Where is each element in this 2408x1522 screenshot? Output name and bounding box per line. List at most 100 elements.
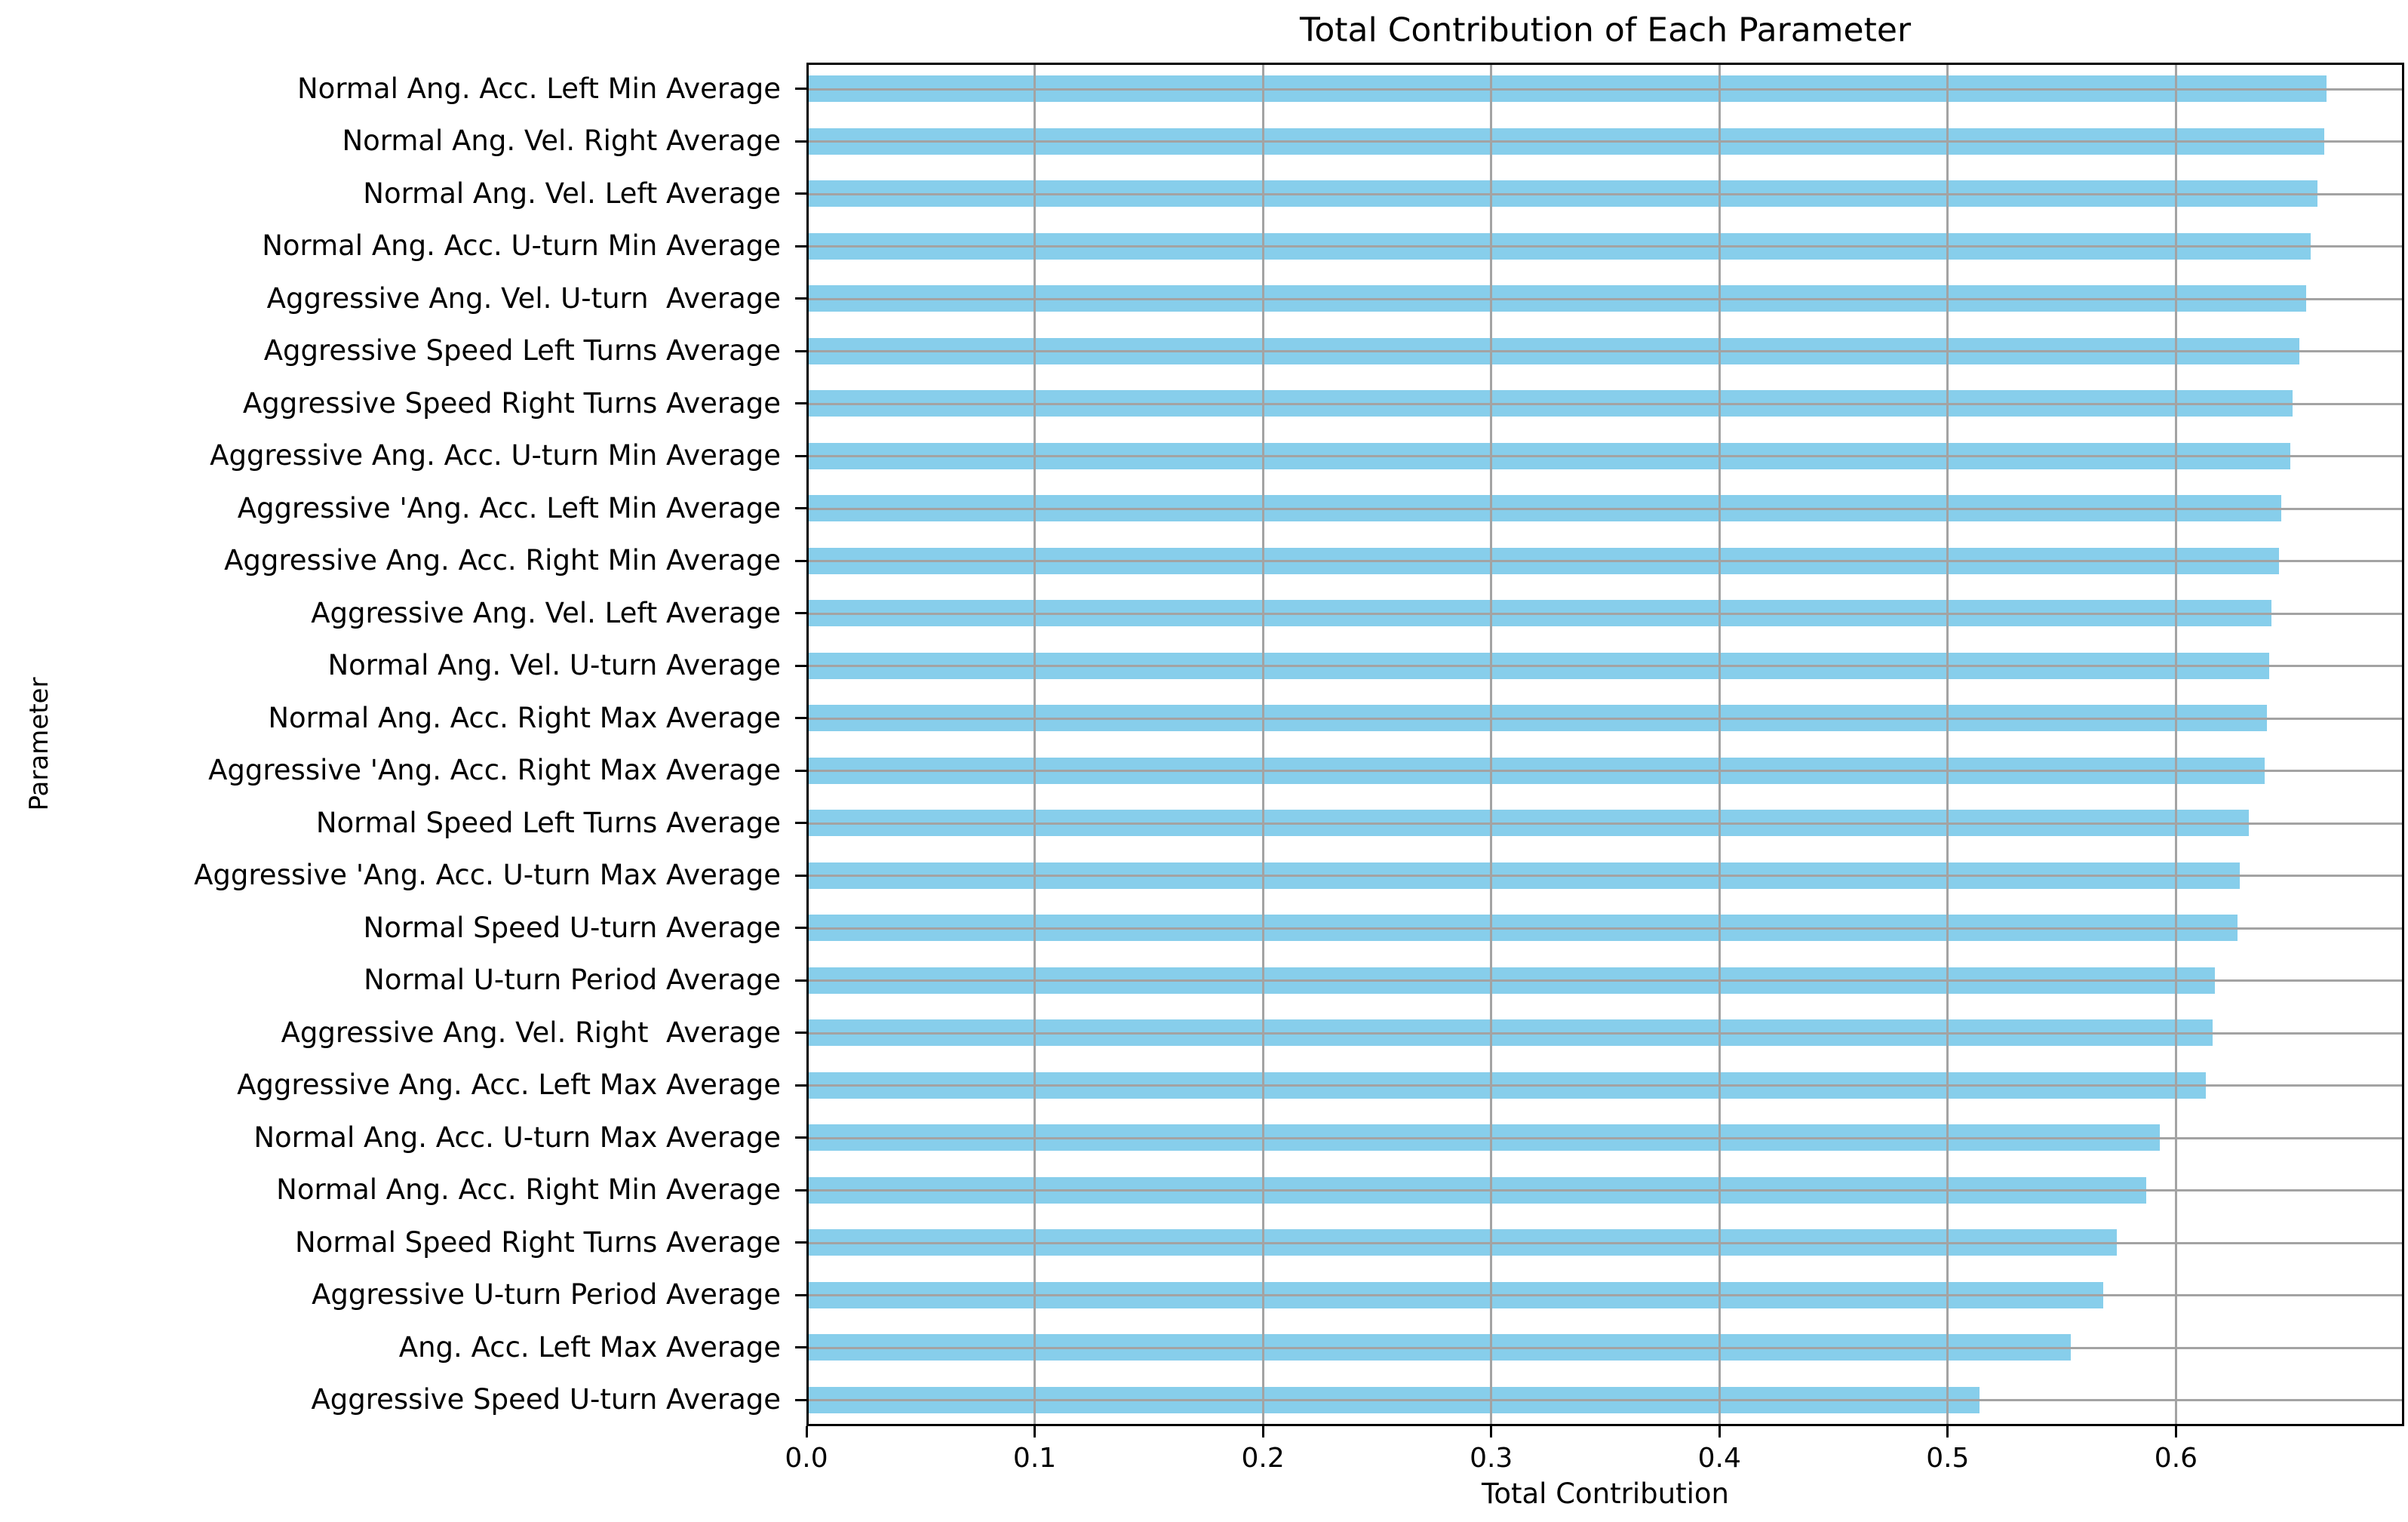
horizontal-gridline <box>809 1346 2402 1349</box>
y-tick-mark <box>795 507 806 510</box>
horizontal-gridline <box>809 1136 2402 1139</box>
vertical-gridline <box>1261 65 1264 1424</box>
y-tick-mark <box>795 1241 806 1244</box>
x-tick-label: 0.2 <box>1241 1443 1285 1474</box>
y-tick-mark <box>795 822 806 825</box>
y-tick-mark <box>795 717 806 720</box>
y-tick-label: Normal U-turn Period Average <box>364 964 781 997</box>
x-tick-label: 0.4 <box>1697 1443 1741 1474</box>
y-tick-label: Normal Ang. Acc. U-turn Max Average <box>253 1121 781 1154</box>
horizontal-gridline <box>809 402 2402 405</box>
horizontal-gridline <box>809 1399 2402 1402</box>
horizontal-gridline <box>809 665 2402 668</box>
y-tick-mark <box>795 244 806 248</box>
horizontal-gridline <box>809 455 2402 458</box>
grid-layer <box>809 65 2402 1424</box>
x-tick-label: 0.1 <box>1012 1443 1057 1474</box>
vertical-gridline <box>1946 65 1949 1424</box>
y-tick-label: Normal Ang. Acc. Right Max Average <box>268 701 781 734</box>
horizontal-gridline <box>809 245 2402 248</box>
x-tick-mark <box>1490 1426 1493 1437</box>
y-tick-mark <box>795 454 806 457</box>
y-tick-mark <box>795 1346 806 1349</box>
y-tick-mark <box>795 927 806 930</box>
y-tick-label: Normal Speed Right Turns Average <box>295 1225 781 1259</box>
y-tick-label: Normal Ang. Acc. Right Min Average <box>276 1173 781 1207</box>
y-tick-mark <box>795 349 806 352</box>
y-tick-mark <box>795 874 806 877</box>
horizontal-gridline <box>809 979 2402 982</box>
x-tick-label: 0.5 <box>1926 1443 1970 1474</box>
x-tick-mark <box>2174 1426 2177 1437</box>
y-tick-label: Aggressive Ang. Vel. Left Average <box>311 596 781 629</box>
y-tick-mark <box>795 1136 806 1139</box>
x-tick-label: 0.0 <box>785 1443 828 1474</box>
chart-title: Total Contribution of Each Parameter <box>1299 11 1912 50</box>
y-tick-label: Ang. Acc. Left Max Average <box>398 1330 781 1364</box>
horizontal-gridline <box>809 1294 2402 1297</box>
y-tick-mark <box>795 612 806 615</box>
y-tick-mark <box>795 1032 806 1035</box>
horizontal-gridline <box>809 927 2402 930</box>
vertical-gridline <box>1034 65 1037 1424</box>
y-tick-mark <box>795 402 806 405</box>
horizontal-gridline <box>809 297 2402 300</box>
horizontal-gridline <box>809 612 2402 615</box>
y-tick-mark <box>795 664 806 667</box>
y-tick-label: Aggressive Ang. Vel. U-turn Average <box>266 281 781 315</box>
vertical-gridline <box>1490 65 1493 1424</box>
vertical-gridline <box>1718 65 1721 1424</box>
horizontal-gridline <box>809 717 2402 720</box>
y-tick-label: Aggressive 'Ang. Acc. U-turn Max Average <box>194 859 781 892</box>
y-tick-label: Normal Ang. Acc. U-turn Min Average <box>262 229 781 263</box>
horizontal-gridline <box>809 1084 2402 1087</box>
y-tick-mark <box>795 192 806 195</box>
y-tick-label: Normal Speed Left Turns Average <box>315 806 781 839</box>
y-tick-label: Aggressive U-turn Period Average <box>312 1278 781 1311</box>
plot-area <box>806 63 2404 1426</box>
horizontal-gridline <box>809 140 2402 143</box>
x-axis-title: Total Contribution <box>1482 1477 1729 1510</box>
horizontal-gridline <box>809 822 2402 825</box>
horizontal-gridline <box>809 770 2402 773</box>
y-tick-mark <box>795 1293 806 1296</box>
x-tick-label: 0.3 <box>1470 1443 1513 1474</box>
y-tick-mark <box>795 1084 806 1087</box>
y-tick-label: Aggressive 'Ang. Acc. Left Min Average <box>237 491 781 524</box>
horizontal-gridline <box>809 1189 2402 1192</box>
horizontal-gridline <box>809 507 2402 510</box>
x-tick-mark <box>1718 1426 1721 1437</box>
x-tick-mark <box>1946 1426 1949 1437</box>
y-tick-mark <box>795 297 806 300</box>
horizontal-gridline <box>809 1241 2402 1244</box>
y-tick-label: Normal Ang. Vel. U-turn Average <box>327 649 781 682</box>
y-tick-label: Aggressive Ang. Acc. Right Min Average <box>224 544 781 577</box>
y-tick-mark <box>795 559 806 562</box>
y-tick-label: Aggressive Ang. Acc. Left Max Average <box>237 1068 781 1102</box>
y-tick-mark <box>795 140 806 143</box>
y-axis-title: Parameter <box>24 677 54 811</box>
y-tick-mark <box>795 979 806 982</box>
y-tick-label: Normal Ang. Vel. Right Average <box>342 125 781 158</box>
y-tick-label: Aggressive 'Ang. Acc. Right Max Average <box>208 754 781 787</box>
horizontal-gridline <box>809 1032 2402 1035</box>
horizontal-gridline <box>809 560 2402 563</box>
y-tick-label: Aggressive Speed Right Turns Average <box>242 386 781 420</box>
vertical-gridline <box>2174 65 2177 1424</box>
x-tick-mark <box>1261 1426 1264 1437</box>
y-tick-mark <box>795 1398 806 1401</box>
y-tick-label: Aggressive Speed Left Turns Average <box>263 334 781 367</box>
y-tick-label: Aggressive Speed U-turn Average <box>311 1383 781 1416</box>
y-tick-mark <box>795 88 806 91</box>
horizontal-gridline <box>809 350 2402 353</box>
y-tick-label: Aggressive Ang. Acc. U-turn Min Average <box>210 439 781 472</box>
y-tick-mark <box>795 769 806 772</box>
y-tick-mark <box>795 1188 806 1191</box>
horizontal-gridline <box>809 875 2402 878</box>
y-tick-label: Normal Ang. Acc. Left Min Average <box>297 72 781 105</box>
x-tick-label: 0.6 <box>2154 1443 2198 1474</box>
y-tick-label: Aggressive Ang. Vel. Right Average <box>281 1016 781 1049</box>
horizontal-gridline <box>809 192 2402 195</box>
y-tick-label: Normal Speed U-turn Average <box>363 911 781 944</box>
